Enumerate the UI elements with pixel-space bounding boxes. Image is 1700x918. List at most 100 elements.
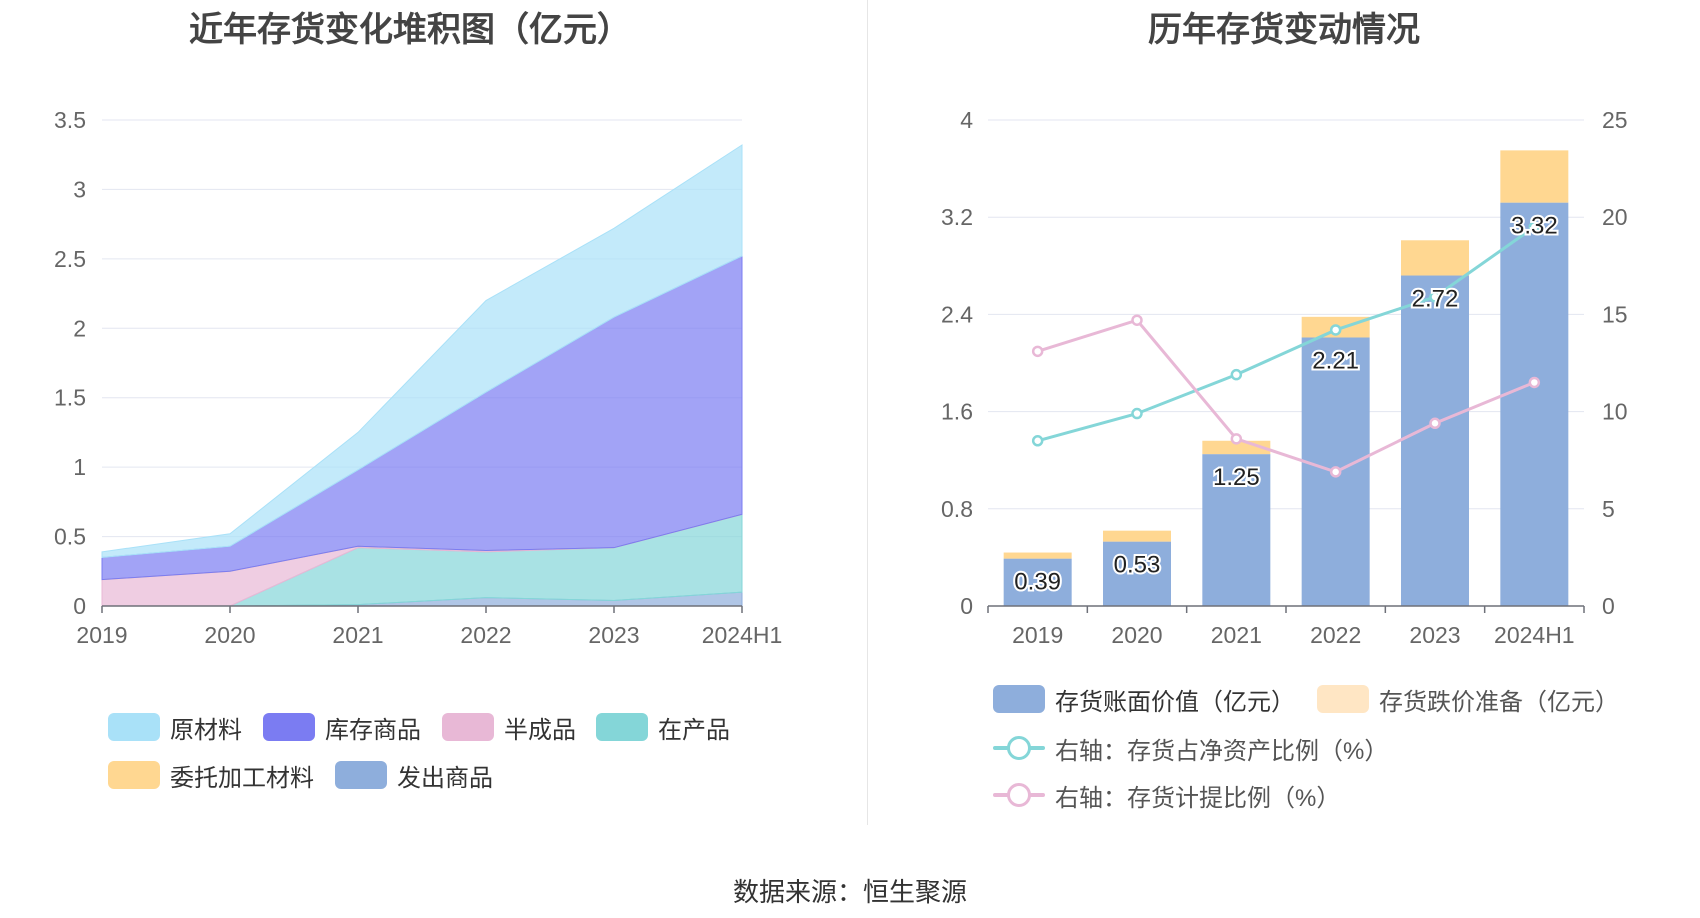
- legend-swatch: [108, 713, 160, 741]
- x-tick-label: 2019: [1012, 622, 1063, 648]
- legend-item[interactable]: 在产品: [596, 707, 730, 747]
- legend-item[interactable]: 存货跌价准备（亿元）: [1317, 679, 1619, 719]
- bar-data-label: 2.21: [1312, 347, 1359, 374]
- x-tick-label: 2022: [460, 622, 511, 648]
- line-point: [1429, 291, 1441, 303]
- y-right-tick-label: 10: [1602, 399, 1628, 425]
- legend-item[interactable]: 半成品: [442, 707, 576, 747]
- legend-swatch: [442, 713, 494, 741]
- y-tick-label: 0: [73, 593, 86, 619]
- legend-swatch: [993, 685, 1045, 713]
- bar-book-value: [1003, 558, 1072, 606]
- legend-label: 在产品: [658, 716, 730, 744]
- x-tick-label: 2020: [1111, 622, 1162, 648]
- x-tick-label: 2020: [204, 622, 255, 648]
- y-tick-label: 1: [73, 454, 86, 480]
- bar-impairment: [1003, 552, 1072, 559]
- legend-label: 存货账面价值（亿元）: [1055, 688, 1295, 716]
- bar-data-label: 3.32: [1511, 213, 1558, 240]
- y-tick-label: 2.5: [54, 246, 86, 272]
- y-right-tick-label: 20: [1602, 204, 1628, 230]
- bar-data-label: 1.25: [1213, 464, 1260, 491]
- line-point: [1131, 314, 1143, 326]
- panel-divider: [867, 0, 868, 825]
- bar-book-value: [1500, 202, 1569, 606]
- y-left-tick-label: 3.2: [941, 204, 973, 230]
- legend-item[interactable]: 库存商品: [263, 707, 421, 747]
- legend-swatch: [993, 734, 1045, 762]
- y-right-tick-label: 25: [1602, 107, 1628, 133]
- legend-marker: [1007, 736, 1031, 760]
- line-point: [1329, 324, 1342, 336]
- line-point: [1528, 221, 1541, 233]
- y-left-tick-label: 0.8: [941, 496, 973, 522]
- right-chart-title: 历年存货变动情况: [1148, 11, 1420, 49]
- line-point: [1329, 466, 1342, 478]
- legend-label: 库存商品: [325, 716, 421, 744]
- legend-label: 半成品: [504, 716, 576, 744]
- bar-impairment: [1401, 240, 1469, 276]
- y-right-tick-label: 5: [1602, 496, 1615, 522]
- legend-item[interactable]: 委托加工材料: [108, 755, 314, 795]
- x-tick-label: 2024H1: [702, 622, 783, 648]
- line-point: [1131, 407, 1143, 420]
- line-point: [1230, 368, 1243, 381]
- bar-data-label: 0.53: [1114, 552, 1161, 579]
- legend-label: 原材料: [170, 716, 242, 744]
- bar-impairment: [1103, 530, 1171, 542]
- legend-swatch: [596, 713, 648, 741]
- x-tick-label: 2021: [332, 622, 383, 648]
- left-stacked-area-chart: 0 0.5 1 1.5 2 2.5 3 3.5 2019 2020 2021 2022 2023 2024…: [54, 107, 783, 648]
- x-tick-label: 2023: [588, 622, 639, 648]
- y-left-tick-label: 1.6: [941, 399, 973, 425]
- bar-impairment: [1500, 150, 1569, 203]
- legend-item[interactable]: 右轴：存货占净资产比例（%）: [993, 728, 1388, 768]
- area-series: [101, 144, 743, 558]
- x-tick-label: 2022: [1310, 622, 1361, 648]
- bar-book-value: [1103, 541, 1171, 606]
- legend-label: 发出商品: [397, 764, 493, 792]
- legend-swatch: [1317, 685, 1369, 713]
- y-tick-label: 0.5: [54, 524, 86, 550]
- legend-label: 右轴：存货计提比例（%）: [1055, 784, 1341, 812]
- y-left-tick-label: 4: [960, 107, 973, 133]
- legend-swatch: [108, 761, 160, 789]
- y-tick-label: 3: [73, 176, 86, 202]
- legend-label: 委托加工材料: [170, 764, 314, 792]
- legend-label: 右轴：存货占净资产比例（%）: [1055, 737, 1389, 765]
- line-net-asset-ratio: [1037, 225, 1536, 443]
- bar-data-label: 2.72: [1412, 286, 1459, 313]
- line-point: [1528, 376, 1541, 389]
- y-tick-label: 3.5: [54, 107, 86, 133]
- x-tick-label: 2024H1: [1494, 622, 1575, 648]
- y-tick-label: 2: [73, 315, 86, 341]
- y-right-tick-label: 0: [1602, 593, 1615, 619]
- bar-data-label: 0.39: [1014, 569, 1061, 596]
- legend-item[interactable]: 发出商品: [335, 755, 493, 795]
- y-right-tick-label: 15: [1602, 301, 1628, 327]
- legend-marker: [1007, 783, 1031, 807]
- right-bar-line-chart: 0 0.8 1.6 2.4 3.2 4 0 5 10 15 20 25 2019 2020 2021 2022…: [941, 107, 1628, 648]
- line-point: [1031, 435, 1044, 447]
- bar-book-value: [1401, 275, 1469, 606]
- legend-swatch: [263, 713, 315, 741]
- legend-swatch: [335, 761, 387, 789]
- y-left-tick-label: 0: [960, 593, 973, 619]
- legend-label: 存货跌价准备（亿元）: [1379, 688, 1619, 716]
- x-tick-label: 2023: [1409, 622, 1460, 648]
- y-left-tick-label: 2.4: [941, 301, 973, 327]
- line-point: [1031, 345, 1044, 358]
- line-point: [1230, 433, 1243, 445]
- legend-item[interactable]: 原材料: [108, 707, 242, 747]
- x-tick-label: 2021: [1211, 622, 1262, 648]
- legend-item[interactable]: 右轴：存货计提比例（%）: [993, 775, 1340, 815]
- bar-book-value: [1202, 454, 1271, 606]
- left-chart-title: 近年存货变化堆积图（亿元）: [189, 11, 631, 49]
- x-tick-label: 2019: [76, 622, 127, 648]
- line-point: [1429, 417, 1441, 430]
- legend-item[interactable]: 存货账面价值（亿元）: [993, 679, 1295, 719]
- legend-swatch: [993, 781, 1045, 809]
- line-provision-ratio: [1037, 318, 1535, 474]
- data-source: 数据来源：恒生聚源: [732, 877, 967, 907]
